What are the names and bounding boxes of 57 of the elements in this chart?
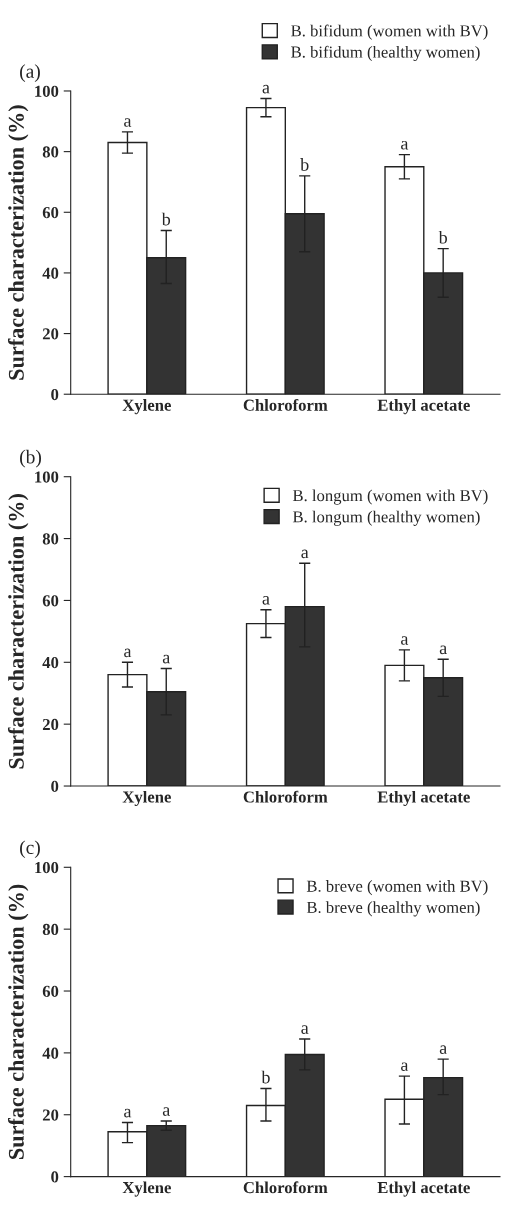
annotation: a xyxy=(439,645,447,655)
chart-title: (c) xyxy=(20,840,40,859)
annotation: b xyxy=(161,212,171,226)
y-axis-title: Surface characterization (%) xyxy=(7,494,29,769)
y-tick-label: 80 xyxy=(42,923,59,936)
x-tick-label: Ethyl acetate xyxy=(377,399,470,415)
y-tick-label: 60 xyxy=(42,206,59,219)
x-tick-label: Chloroform xyxy=(243,790,328,803)
annotation: a xyxy=(301,1025,309,1034)
y-tick-label: 40 xyxy=(42,657,59,669)
x-tick-label: Chloroform xyxy=(243,1181,328,1194)
y-tick-label: 0 xyxy=(51,388,59,401)
y-tick-label: 20 xyxy=(42,1109,59,1121)
annotation: a xyxy=(401,636,409,645)
chart-title: (b) xyxy=(20,449,42,468)
y-tick-label: 20 xyxy=(42,328,59,340)
y-tick-label: 80 xyxy=(42,146,59,158)
legend-label: B. bifidum (women with BV) xyxy=(291,24,488,40)
annotation: a xyxy=(262,84,270,94)
annotation: b xyxy=(261,1070,270,1084)
y-axis-title: Surface characterization (%) xyxy=(7,884,29,1159)
y-tick-label: 40 xyxy=(42,267,59,279)
annotation: a xyxy=(162,654,170,664)
x-tick-label: Xylene xyxy=(122,399,171,415)
legend-label: B. longum (healthy women) xyxy=(292,510,480,526)
y-tick-label: 20 xyxy=(42,718,59,731)
annotation: a xyxy=(124,648,132,658)
annotation: b xyxy=(438,230,447,244)
x-tick-label: Ethyl acetate xyxy=(377,790,470,807)
annotation: a xyxy=(162,1107,170,1116)
y-tick-label: 60 xyxy=(42,985,59,997)
y-tick-label: 0 xyxy=(51,1171,59,1183)
y-axis-title: Surface characterization (%) xyxy=(7,105,29,380)
x-tick-label: Chloroform xyxy=(243,398,328,411)
annotation: a xyxy=(262,596,270,605)
chart-title: (a) xyxy=(20,64,40,82)
y-tick-label: 80 xyxy=(42,533,59,545)
annotation: a xyxy=(439,1045,447,1055)
x-tick-label: Xylene xyxy=(122,1181,171,1197)
y-tick-label: 100 xyxy=(35,861,59,874)
annotation: a xyxy=(401,140,409,150)
x-tick-label: Ethyl acetate xyxy=(377,1181,470,1197)
legend-label: B. bifidum (healthy women) xyxy=(291,45,480,62)
x-tick-label: Xylene xyxy=(122,790,171,807)
annotation: a xyxy=(124,118,132,127)
y-tick-label: 100 xyxy=(35,471,59,483)
legend-label: B. breve (healthy women) xyxy=(306,901,480,917)
y-tick-label: 100 xyxy=(35,85,59,97)
annotation: b xyxy=(300,158,309,171)
annotation: a xyxy=(124,1108,132,1118)
annotation: a xyxy=(401,1062,409,1072)
y-tick-label: 60 xyxy=(42,595,59,607)
legend-label: B. breve (women with BV) xyxy=(306,880,488,896)
y-tick-label: 0 xyxy=(51,780,59,792)
y-tick-label: 40 xyxy=(42,1047,59,1059)
legend-label: B. longum (women with BV) xyxy=(292,489,488,505)
annotation: a xyxy=(301,549,309,559)
